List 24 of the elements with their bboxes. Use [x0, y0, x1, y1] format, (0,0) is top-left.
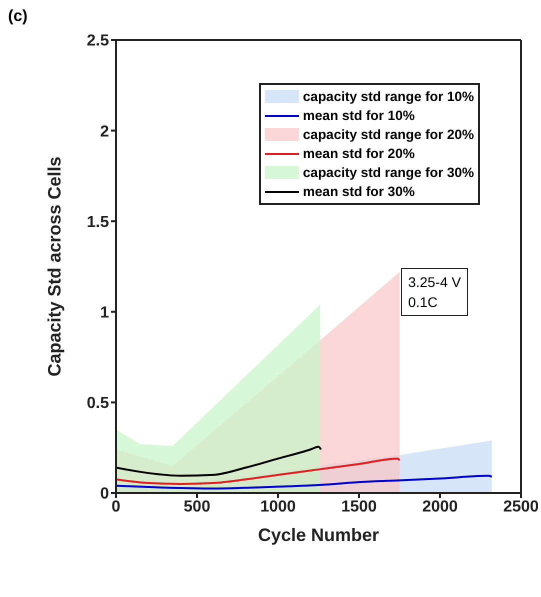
x-tick-label: 2000 — [422, 498, 458, 516]
y-tick-label: 1 — [100, 304, 110, 322]
legend-label: capacity std range for 20% — [302, 126, 474, 144]
legend-label: mean std for 20% — [302, 145, 415, 163]
chart-title: (c) — [8, 8, 28, 26]
x-tick-label: 1000 — [260, 498, 296, 516]
y-tick-label: 1.5 — [86, 214, 110, 231]
x-tick-label: 500 — [184, 498, 210, 516]
legend-label: capacity std range for 10% — [302, 88, 474, 106]
annotation: 0.1C — [408, 293, 439, 312]
y-tick-label: 0 — [100, 486, 110, 503]
annotation: 3.25-4 V — [408, 273, 461, 292]
legend-label: capacity std range for 30% — [302, 164, 474, 182]
x-tick-label: 0 — [112, 498, 121, 516]
y-axis-title: Capacity Std across Cells — [44, 156, 64, 377]
y-tick-label: 0.5 — [86, 395, 110, 412]
x-tick-label: 1500 — [341, 498, 377, 516]
legend-label: mean std for 30% — [302, 183, 415, 201]
legend-label: mean std for 10% — [302, 107, 415, 125]
condition-note: 3.25-4 V 0.1C — [401, 268, 468, 316]
y-tick-label: 2.5 — [86, 32, 110, 50]
x-tick-label: 2500 — [503, 498, 539, 516]
y-tick-label: 2 — [100, 123, 110, 140]
x-axis-title: Cycle Number — [258, 525, 380, 545]
